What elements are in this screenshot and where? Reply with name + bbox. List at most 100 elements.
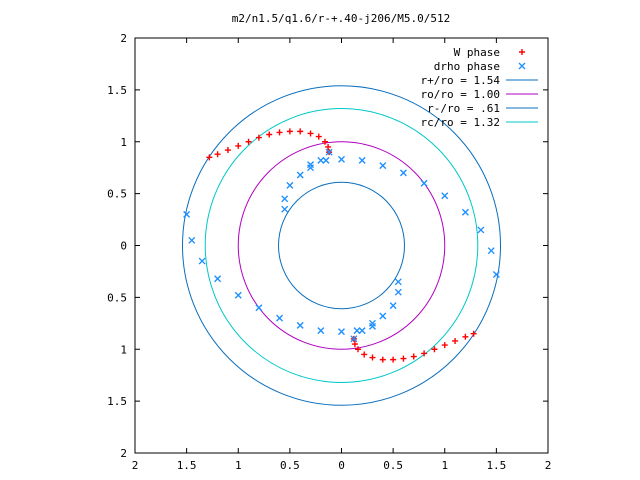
drho-phase-point [276, 314, 284, 322]
w-phase-point [452, 337, 459, 344]
y-tick-label: 1 [120, 136, 127, 149]
y-tick-label: 1.5 [107, 84, 127, 97]
drho-phase-point [255, 304, 263, 312]
w-phase-point [355, 346, 362, 353]
w-phase-point [470, 330, 477, 337]
drho-phase-point [214, 275, 222, 283]
drho-phase-point [492, 271, 500, 279]
drho-phase-point [379, 312, 387, 320]
w-phase-point [255, 134, 262, 141]
drho-phase-point [286, 181, 294, 189]
x-tick-label: 2 [132, 459, 139, 472]
drho-phase-point [487, 247, 495, 255]
drho-phase-point [379, 162, 387, 170]
drho-phase-point [183, 210, 191, 218]
drho-phase-point [188, 236, 196, 244]
data-series [183, 128, 500, 363]
reference-circle [181, 85, 502, 406]
drho-phase-point [338, 155, 345, 163]
drho-phase-point [461, 208, 469, 216]
w-phase-point [390, 356, 397, 363]
w-phase-point [266, 131, 273, 138]
drho-phase-point [307, 164, 315, 172]
drho-phase-point [353, 327, 361, 335]
drho-phase-point [322, 156, 330, 164]
x-tick-label: 0.5 [383, 459, 403, 472]
w-phase-point [276, 129, 283, 136]
w-phase-point [321, 138, 328, 145]
w-phase-point [245, 138, 252, 145]
w-phase-point [361, 351, 368, 358]
drho-phase-point [338, 328, 345, 336]
x-tick-label: 0 [338, 459, 345, 472]
x-tick-label: 1 [235, 459, 242, 472]
drho-phase-point [234, 291, 242, 299]
w-phase-point [431, 346, 438, 353]
reference-circle [204, 108, 479, 383]
w-phase-point [519, 49, 525, 55]
drho-phase-point [281, 195, 289, 203]
drho-phase-series [183, 148, 500, 343]
w-phase-point [410, 353, 417, 360]
drho-phase-point [441, 192, 449, 200]
x-tick-label: 1.5 [486, 459, 506, 472]
drho-phase-point [296, 321, 304, 329]
drho-phase-point [389, 302, 397, 310]
drho-phase-point [420, 179, 428, 187]
drho-phase-point [358, 156, 366, 164]
w-phase-point [351, 341, 358, 348]
x-tick-label: 0.5 [280, 459, 300, 472]
drho-phase-point [477, 226, 485, 234]
w-phase-point [307, 130, 314, 137]
drho-phase-point [368, 322, 376, 330]
drho-phase-point [358, 327, 366, 335]
legend-label: drho phase [434, 60, 500, 73]
w-phase-point [235, 142, 242, 149]
y-tick-label: 1.5 [107, 395, 127, 408]
drho-phase-point [350, 335, 358, 343]
w-phase-point [421, 350, 428, 357]
reference-circle [278, 181, 405, 310]
axis-ticks: 2 1.5 1 0.5 0 0.5 1 1.5 221.510.500.511.52 [107, 32, 551, 472]
legend-label: W phase [454, 46, 500, 59]
drho-phase-point [518, 62, 526, 70]
reference-circle [237, 141, 446, 350]
legend-label: r+/ro = 1.54 [421, 74, 501, 87]
y-tick-label: 0.5 [107, 188, 127, 201]
drho-phase-point [296, 171, 304, 179]
w-phase-point [315, 133, 322, 140]
w-phase-point [462, 333, 469, 340]
w-phase-point [224, 147, 231, 154]
x-tick-label: 2 [545, 459, 552, 472]
w-phase-point [214, 151, 221, 158]
w-phase-point [441, 342, 448, 349]
chart-title: m2/n1.5/q1.6/r-+.40-j206/M5.0/512 [232, 12, 451, 25]
drho-phase-point [399, 169, 407, 177]
w-phase-point [286, 128, 293, 135]
drho-phase-point [281, 205, 289, 213]
w-phase-point [400, 355, 407, 362]
legend-label: rc/ro = 1.32 [421, 116, 500, 129]
w-phase-point [369, 354, 376, 361]
w-phase-point [206, 154, 213, 161]
w-phase-series [206, 128, 477, 363]
legend-label: ro/ro = 1.00 [421, 88, 500, 101]
drho-phase-point [325, 148, 333, 156]
y-tick-label: 1 [120, 343, 127, 356]
y-tick-label: 0 [120, 240, 127, 253]
drho-phase-point [394, 278, 402, 286]
drho-phase-point [198, 257, 206, 265]
drho-phase-point [368, 319, 376, 327]
legend-label: r-/ro = .61 [427, 102, 500, 115]
drho-phase-point [307, 161, 315, 169]
drho-phase-point [317, 156, 325, 164]
drho-phase-point [317, 327, 325, 335]
x-tick-label: 1.5 [177, 459, 197, 472]
x-tick-label: 1 [441, 459, 448, 472]
reference-circles [181, 85, 502, 406]
y-tick-label: 2 [120, 447, 127, 460]
w-phase-point [379, 356, 386, 363]
y-tick-label: 0.5 [107, 291, 127, 304]
